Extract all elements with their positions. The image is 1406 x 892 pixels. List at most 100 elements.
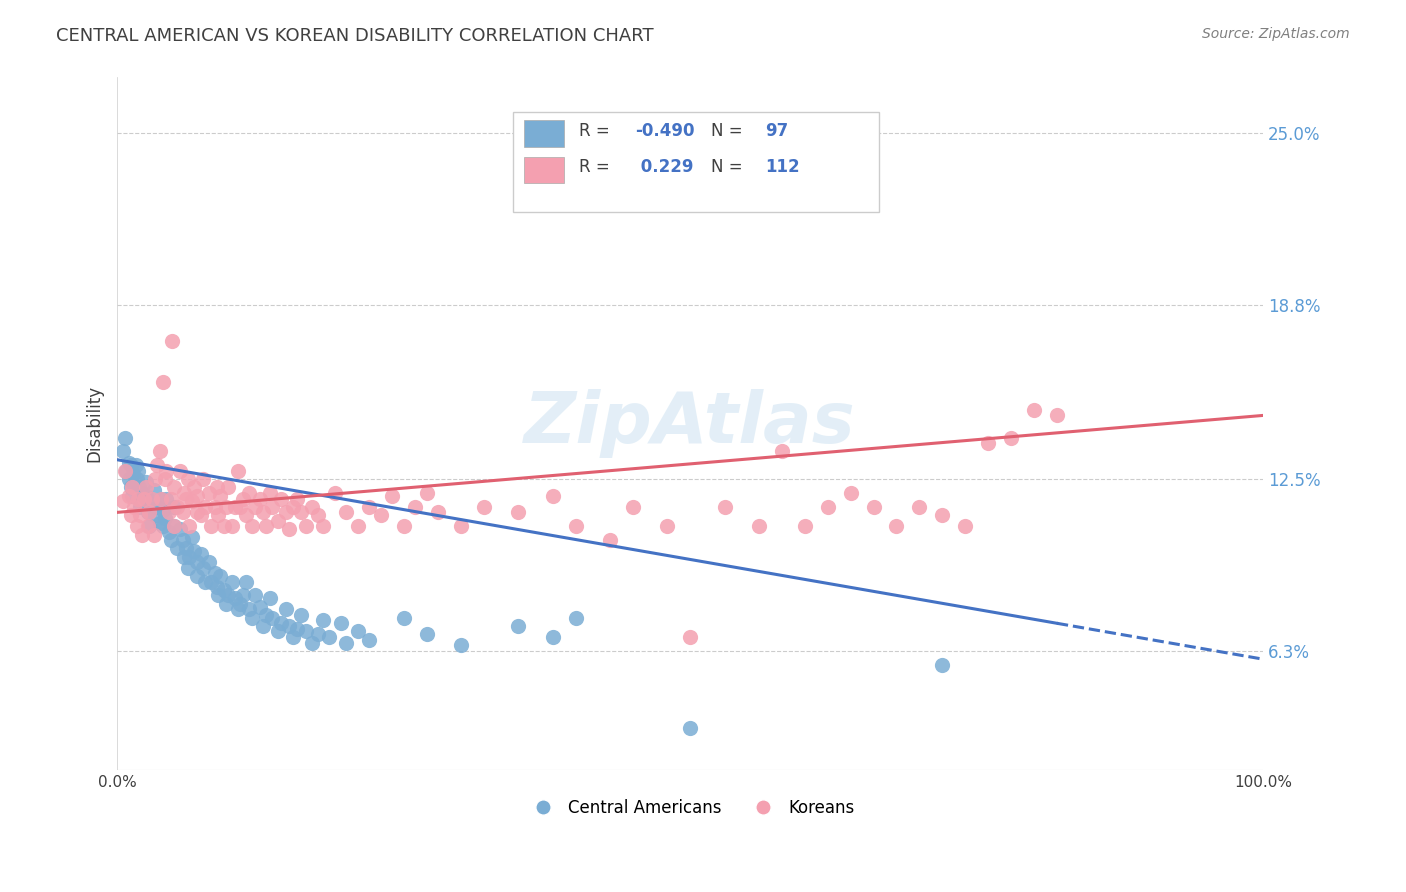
Point: [427, 505, 450, 519]
Point: [415, 486, 437, 500]
Point: [204, 566, 226, 581]
Point: [129, 508, 152, 523]
Point: [359, 500, 381, 514]
Text: 112: 112: [765, 159, 800, 177]
Point: [209, 569, 232, 583]
Point: [190, 547, 212, 561]
Point: [160, 334, 183, 348]
Point: [198, 555, 221, 569]
Point: [242, 519, 264, 533]
Point: [679, 722, 702, 736]
Point: [174, 491, 197, 506]
Point: [679, 630, 702, 644]
Point: [209, 489, 232, 503]
Point: [128, 491, 150, 506]
Point: [290, 607, 312, 622]
Point: [131, 486, 153, 500]
Point: [274, 602, 297, 616]
Point: [127, 464, 149, 478]
Point: [243, 500, 266, 514]
Point: [200, 574, 222, 589]
Point: [259, 591, 281, 606]
FancyBboxPatch shape: [513, 112, 879, 212]
Point: [157, 505, 180, 519]
Point: [194, 574, 217, 589]
Point: [157, 524, 180, 539]
Point: [281, 630, 304, 644]
Point: [955, 519, 977, 533]
Point: [270, 616, 292, 631]
Point: [621, 500, 644, 514]
Point: [166, 541, 188, 556]
Point: [146, 458, 169, 473]
Point: [177, 472, 200, 486]
Point: [252, 619, 274, 633]
Point: [122, 467, 145, 481]
Point: [226, 464, 249, 478]
Point: [224, 500, 246, 514]
Point: [243, 589, 266, 603]
Point: [152, 519, 174, 533]
Point: [564, 519, 586, 533]
Point: [229, 597, 252, 611]
Point: [146, 500, 169, 514]
Point: [249, 491, 271, 506]
Point: [285, 491, 308, 506]
Point: [186, 555, 208, 569]
Point: [143, 508, 166, 523]
Point: [260, 610, 283, 624]
Point: [143, 472, 166, 486]
Text: R =: R =: [579, 159, 614, 177]
Point: [392, 519, 415, 533]
Point: [221, 519, 243, 533]
Text: Source: ZipAtlas.com: Source: ZipAtlas.com: [1202, 27, 1350, 41]
Point: [215, 597, 238, 611]
Point: [207, 589, 229, 603]
Point: [141, 497, 163, 511]
Text: 0.229: 0.229: [636, 159, 693, 177]
Point: [285, 622, 308, 636]
Point: [124, 458, 146, 473]
Point: [173, 486, 195, 500]
Point: [179, 549, 201, 564]
Point: [190, 508, 212, 523]
Point: [114, 431, 136, 445]
Point: [347, 624, 370, 639]
Point: [235, 574, 257, 589]
Point: [415, 627, 437, 641]
Point: [217, 480, 239, 494]
Point: [135, 489, 157, 503]
Point: [111, 444, 134, 458]
Point: [169, 464, 191, 478]
Point: [152, 375, 174, 389]
Point: [163, 500, 186, 514]
Point: [221, 574, 243, 589]
Point: [160, 533, 183, 547]
Point: [270, 491, 292, 506]
Point: [541, 630, 564, 644]
Y-axis label: Disability: Disability: [86, 385, 103, 462]
Point: [149, 491, 172, 506]
Point: [335, 505, 357, 519]
Point: [124, 477, 146, 491]
Point: [817, 500, 839, 514]
Point: [132, 491, 155, 506]
Point: [111, 494, 134, 508]
Point: [266, 514, 288, 528]
Point: [508, 619, 530, 633]
Point: [977, 436, 1000, 450]
Point: [124, 500, 146, 514]
Point: [125, 472, 148, 486]
Point: [177, 561, 200, 575]
Point: [186, 569, 208, 583]
Point: [172, 505, 194, 519]
Point: [713, 500, 735, 514]
Legend: Central Americans, Koreans: Central Americans, Koreans: [519, 793, 860, 824]
Point: [198, 486, 221, 500]
Point: [142, 527, 165, 541]
Point: [217, 589, 239, 603]
Point: [127, 491, 149, 506]
Point: [307, 508, 329, 523]
Point: [260, 500, 283, 514]
Text: ZipAtlas: ZipAtlas: [524, 389, 856, 458]
